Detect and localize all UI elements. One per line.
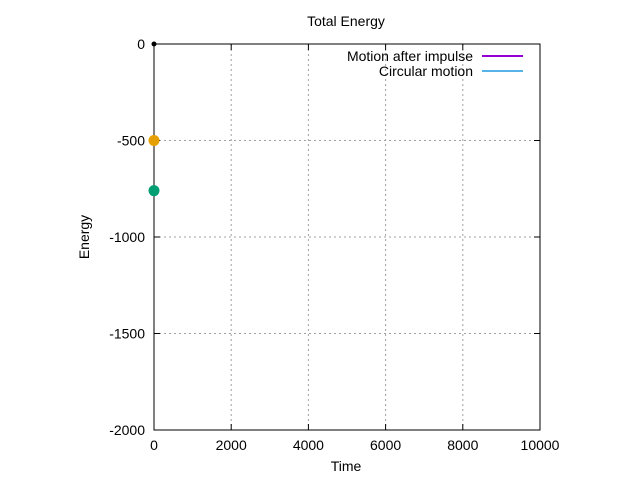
x-tick-label: 2000 bbox=[216, 437, 247, 453]
y-tick-label: 0 bbox=[137, 36, 145, 52]
chart-title: Total Energy bbox=[307, 13, 385, 29]
y-tick-label: -500 bbox=[117, 133, 145, 149]
x-tick-label: 6000 bbox=[370, 437, 401, 453]
x-tick-label: 4000 bbox=[293, 437, 324, 453]
data-point-marker bbox=[151, 41, 157, 47]
data-point-marker bbox=[148, 185, 160, 197]
x-tick-label: 0 bbox=[150, 437, 158, 453]
y-axis-label: Energy bbox=[76, 215, 92, 259]
y-tick-label: -1500 bbox=[109, 326, 145, 342]
legend: Motion after impulse Circular motion bbox=[347, 48, 523, 79]
axes: 0 2000 4000 6000 8000 10000 0 -500 -1000 -1500 -20… bbox=[109, 36, 559, 453]
y-tick-label: -1000 bbox=[109, 229, 145, 245]
plot-border bbox=[153, 43, 541, 431]
legend-label-motion-after-impulse: Motion after impulse bbox=[347, 48, 473, 64]
data-point-marker bbox=[148, 135, 160, 146]
grid bbox=[154, 44, 540, 430]
plot-data bbox=[148, 41, 160, 197]
x-axis-label: Time bbox=[331, 458, 362, 474]
x-tick-label: 8000 bbox=[447, 437, 478, 453]
legend-label-circular-motion: Circular motion bbox=[379, 63, 473, 79]
x-tick-label: 10000 bbox=[521, 437, 560, 453]
y-tick-label: -2000 bbox=[109, 422, 145, 438]
